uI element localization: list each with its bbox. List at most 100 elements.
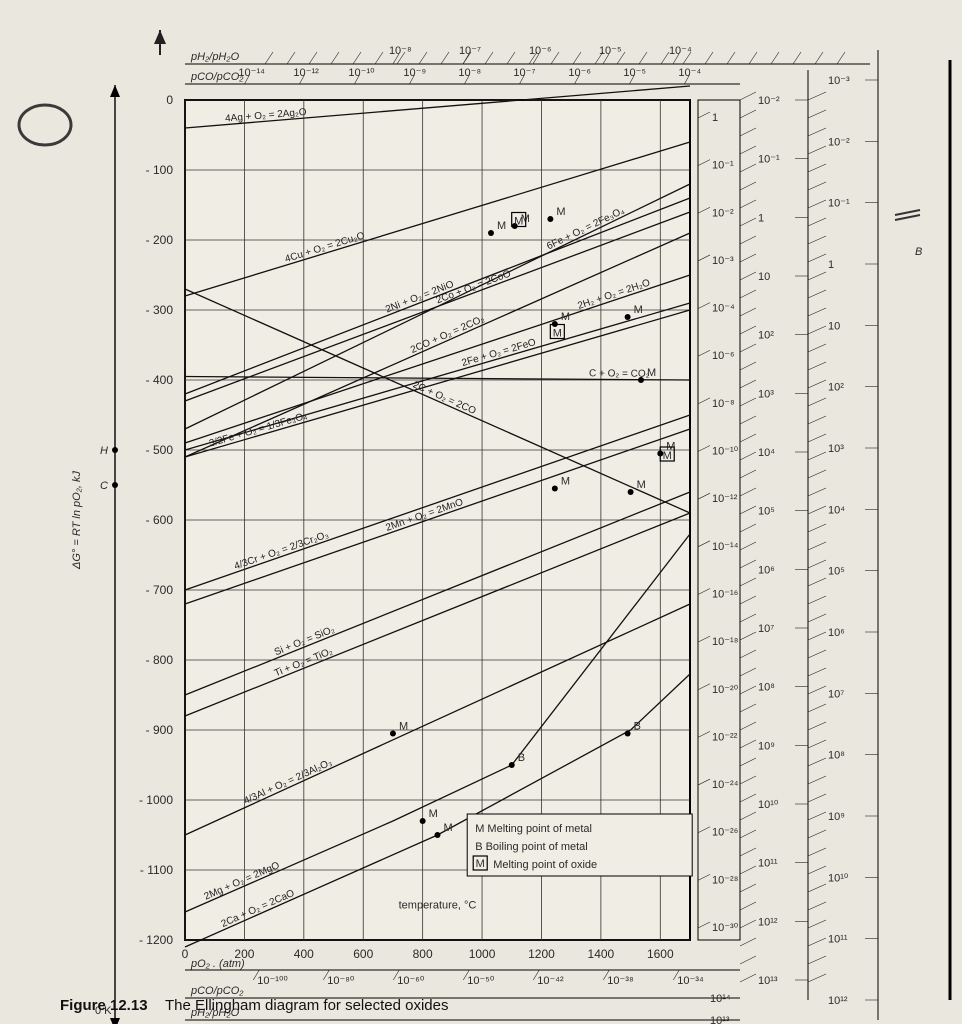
marker-b-label: B <box>518 752 525 764</box>
y-tick: - 400 <box>146 373 174 387</box>
right-outer1-tick: 10² <box>758 330 774 342</box>
svg-text:M: M <box>476 858 485 870</box>
po2-right-tick: 10⁻²⁰ <box>712 684 739 696</box>
ph2-top-tick: 10⁻⁵ <box>599 45 622 57</box>
pco-top-tick: 10⁻¹⁰ <box>348 67 375 79</box>
right-outer1-tick: 10 <box>758 271 770 283</box>
y-tick: - 1000 <box>139 793 173 807</box>
po2-right-tick: 10⁻¹⁶ <box>712 588 738 600</box>
y-tick: - 200 <box>146 233 174 247</box>
right-outer2-tick: 10⁻¹ <box>828 198 850 210</box>
marker-m-label: M <box>637 479 646 491</box>
po2-bottom-tick: 10⁻⁸⁰ <box>327 975 355 987</box>
po2-right-tick: 10⁻²⁸ <box>712 874 738 886</box>
right-outer2-tick: 10 <box>828 320 840 332</box>
right-outer2-tick: 10² <box>828 382 844 394</box>
po2-right-tick: 10⁻¹² <box>712 493 738 505</box>
legend-b: B Boiling point of metal <box>475 841 588 853</box>
po2-right-tick: 10⁻¹⁰ <box>712 446 739 458</box>
y-tick: - 800 <box>146 653 174 667</box>
handwritten-circle-icon <box>19 105 71 145</box>
marker-b-label: B <box>634 721 641 733</box>
marker-m-label: M <box>497 220 506 232</box>
po2-right-tick: 10⁻⁶ <box>712 350 735 362</box>
po2-bottom-label: pO₂ . (atm) <box>190 958 245 970</box>
x-tick: 1400 <box>588 947 615 961</box>
po2-bottom-tick: 10⁻¹⁰⁰ <box>257 975 288 987</box>
legend-m: M Melting point of metal <box>475 823 592 835</box>
y-tick: - 700 <box>146 583 174 597</box>
x-tick: 600 <box>353 947 373 961</box>
right-outer2-tick: 10⁻² <box>828 136 850 148</box>
marker-m-point <box>625 314 631 320</box>
marker-m-label: M <box>444 822 453 834</box>
x-tick: 0 <box>182 947 189 961</box>
pco-top-tick: 10⁻⁹ <box>403 67 426 79</box>
right-outer1-tick: 10¹¹ <box>758 858 778 870</box>
po2-right-tick: 1 <box>712 112 718 124</box>
left-marker-h: H <box>100 445 108 457</box>
right-outer1-tick: 10⁷ <box>758 623 774 635</box>
y-tick: - 900 <box>146 723 174 737</box>
po2-right-tick: 10⁻² <box>712 207 734 219</box>
top-ph2-label: pH₂/pH₂O <box>190 51 240 63</box>
marker-m-label: M <box>556 206 565 218</box>
right-outer2-tick: 10¹¹ <box>828 934 848 946</box>
po2-right-tick: 10⁻⁸ <box>712 398 735 410</box>
right-outer2-tick: 10⁸ <box>828 750 845 762</box>
right-outer2-tick: 10⁴ <box>828 504 845 516</box>
right-outer1-tick: 10¹³ <box>758 975 778 987</box>
marker-m-point <box>435 832 441 838</box>
right-outer2-tick: 10⁹ <box>828 811 845 823</box>
right-outer2-tick: 10¹² <box>828 995 848 1007</box>
svg-text:10¹³: 10¹³ <box>710 1015 730 1024</box>
ellingham-chart: 020040060080010001200140016000- 100- 200… <box>0 0 962 1024</box>
marker-m-point <box>552 486 558 492</box>
right-outer2-tick: 10⁻³ <box>828 75 850 87</box>
ellingham-page: 020040060080010001200140016000- 100- 200… <box>0 0 962 1024</box>
right-outer2-tick: 10³ <box>828 443 844 455</box>
marker-mbox-label: M <box>514 216 523 228</box>
ph2-top-tick: 10⁻⁸ <box>389 45 412 57</box>
marker-m-point <box>390 731 396 737</box>
y-tick: - 500 <box>146 443 174 457</box>
right-outer2-tick: 10¹⁰ <box>828 872 849 884</box>
po2-bottom-tick: 10⁻⁴² <box>537 975 564 987</box>
x-tick: 1600 <box>647 947 674 961</box>
y-tick: - 1100 <box>140 863 173 877</box>
right-outer1-tick: 10⁴ <box>758 447 775 459</box>
marker-m-label: M <box>429 808 438 820</box>
right-outer2-tick: 10⁵ <box>828 566 845 578</box>
po2-right-tick: 10⁻³ <box>712 255 734 267</box>
marker-m-point <box>488 230 494 236</box>
right-outer1-tick: 10⁹ <box>758 740 775 752</box>
pco-top-tick: 10⁻⁶ <box>568 67 591 79</box>
po2-right-tick: 10⁻²⁴ <box>712 779 739 791</box>
right-outer1-tick: 10⁶ <box>758 564 775 576</box>
x-tick: 1000 <box>469 947 496 961</box>
right-outer1-tick: 10³ <box>758 388 774 400</box>
po2-bottom-tick: 10⁻⁵⁰ <box>467 975 495 987</box>
pco-top-tick: 10⁻¹² <box>293 67 319 79</box>
marker-m-point <box>420 818 426 824</box>
marker-b-point <box>625 731 631 737</box>
y-tick: - 300 <box>146 303 174 317</box>
marker-mbox-label: M <box>553 328 562 340</box>
po2-right-tick: 10⁻³⁰ <box>712 922 739 934</box>
marker-m-point <box>628 489 634 495</box>
marker-m-label: M <box>399 721 408 733</box>
marker-m-label: M <box>647 367 656 379</box>
pco-top-tick: 10⁻⁷ <box>513 67 535 79</box>
po2-right-tick: 10⁻²² <box>712 731 738 743</box>
left-marker-c: C <box>100 480 108 492</box>
pco-bottom-label: pCO/pCO₂ <box>190 985 244 997</box>
pco-top-tick: 10⁻⁸ <box>458 67 481 79</box>
right-outer1-tick: 10⁻¹ <box>758 154 780 166</box>
top-pco-label: pCO/pCO₂ <box>190 71 244 83</box>
po2-right-tick: 10⁻¹⁴ <box>712 541 739 553</box>
marker-m-label: M <box>634 304 643 316</box>
right-outer1-tick: 10¹² <box>758 916 778 928</box>
right-outer2-tick: 1 <box>828 259 834 271</box>
right-outer2-tick: 10⁶ <box>828 627 845 639</box>
handwritten-b: B <box>915 246 922 258</box>
